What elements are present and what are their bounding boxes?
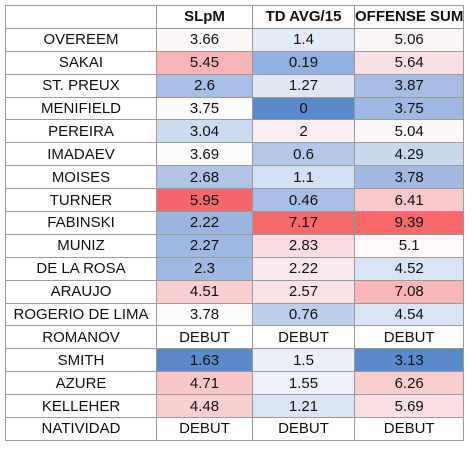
table-row: IMADAEV 3.69 0.6 4.29 — [5, 142, 465, 167]
offense-sum-cell: 9.39 — [353, 211, 465, 235]
slpm-cell: 4.48 — [156, 394, 253, 419]
slpm-cell: 2.3 — [156, 256, 253, 281]
fighter-name-cell: FABINSKI — [5, 211, 157, 235]
offense-sum-cell: 3.75 — [353, 96, 465, 121]
slpm-cell: DEBUT — [156, 417, 253, 441]
fighter-name-cell: SAKAI — [5, 50, 157, 75]
table-row: AZURE 4.71 1.55 6.26 — [5, 371, 465, 396]
table-row: NATIVIDAD DEBUT DEBUT DEBUT — [5, 417, 465, 441]
td-avg-cell: DEBUT — [252, 325, 355, 350]
table-row: ROMANOV DEBUT DEBUT DEBUT — [5, 325, 465, 350]
slpm-cell: 3.78 — [156, 302, 253, 327]
fighter-name-cell: AZURE — [5, 371, 157, 396]
offense-sum-cell: 7.08 — [353, 279, 465, 304]
offense-sum-cell: 4.29 — [353, 142, 465, 167]
fighter-name-cell: ARAUJO — [5, 279, 157, 304]
slpm-cell: DEBUT — [156, 325, 253, 350]
td-avg-cell: 2.57 — [252, 279, 355, 304]
table-row: ARAUJO 4.51 2.57 7.08 — [5, 279, 465, 304]
fighter-name-cell: OVEREEM — [5, 27, 157, 52]
fighter-name-cell: ROGERIO DE LIMA — [5, 302, 157, 327]
offense-sum-cell: 3.78 — [353, 165, 465, 190]
offense-sum-cell: 5.1 — [353, 233, 465, 258]
slpm-cell: 3.69 — [156, 142, 253, 167]
td-avg-cell: 7.17 — [252, 211, 355, 235]
td-avg-cell: 2 — [252, 119, 355, 144]
table-row: DE LA ROSA 2.3 2.22 4.52 — [5, 256, 465, 281]
table-row: TURNER 5.95 0.46 6.41 — [5, 188, 465, 213]
offense-sum-cell: 3.87 — [353, 73, 465, 98]
slpm-cell: 2.27 — [156, 233, 253, 258]
td-avg-cell: 1.55 — [252, 371, 355, 396]
fighter-name-cell: NATIVIDAD — [5, 417, 157, 441]
slpm-cell: 4.71 — [156, 371, 253, 396]
offense-sum-cell: 5.64 — [353, 50, 465, 75]
header-slpm: SLpM — [156, 5, 253, 29]
slpm-cell: 1.63 — [156, 348, 253, 373]
td-avg-cell: 2.22 — [252, 256, 355, 281]
td-avg-cell: DEBUT — [252, 417, 355, 441]
offense-sum-cell: 6.41 — [353, 188, 465, 213]
table-row: SAKAI 5.45 0.19 5.64 — [5, 50, 465, 75]
fighter-name-cell: ROMANOV — [5, 325, 157, 350]
table-body: OVEREEM 3.66 1.4 5.06 SAKAI 5.45 0.19 5.64 ST. P… — [5, 27, 465, 441]
table-row: SMITH 1.63 1.5 3.13 — [5, 348, 465, 373]
slpm-cell: 2.6 — [156, 73, 253, 98]
td-avg-cell: 1.21 — [252, 394, 355, 419]
table-row: MOISES 2.68 1.1 3.78 — [5, 165, 465, 190]
fighter-name-cell: MOISES — [5, 165, 157, 190]
table-row: KELLEHER 4.48 1.21 5.69 — [5, 394, 465, 419]
table-row: MENIFIELD 3.75 0 3.75 — [5, 96, 465, 121]
table-row: MUNIZ 2.27 2.83 5.1 — [5, 233, 465, 258]
table-row: FABINSKI 2.22 7.17 9.39 — [5, 211, 465, 235]
slpm-cell: 5.95 — [156, 188, 253, 213]
fighter-name-cell: TURNER — [5, 188, 157, 213]
td-avg-cell: 0 — [252, 96, 355, 121]
td-avg-cell: 1.1 — [252, 165, 355, 190]
td-avg-cell: 0.46 — [252, 188, 355, 213]
fighter-name-cell: PEREIRA — [5, 119, 157, 144]
fighter-stats-table: SLpM TD AVG/15 OFFENSE SUM OVEREEM 3.66 1.… — [5, 5, 465, 441]
fighter-name-cell: IMADAEV — [5, 142, 157, 167]
offense-sum-cell: 3.13 — [353, 348, 465, 373]
table-row: PEREIRA 3.04 2 5.04 — [5, 119, 465, 144]
td-avg-cell: 2.83 — [252, 233, 355, 258]
td-avg-cell: 0.19 — [252, 50, 355, 75]
slpm-cell: 3.66 — [156, 27, 253, 52]
slpm-cell: 3.75 — [156, 96, 253, 121]
slpm-cell: 5.45 — [156, 50, 253, 75]
td-avg-cell: 0.76 — [252, 302, 355, 327]
offense-sum-cell: DEBUT — [353, 417, 465, 441]
td-avg-cell: 1.27 — [252, 73, 355, 98]
table-row: ST. PREUX 2.6 1.27 3.87 — [5, 73, 465, 98]
fighter-name-cell: KELLEHER — [5, 394, 157, 419]
offense-sum-cell: 5.69 — [353, 394, 465, 419]
offense-sum-cell: DEBUT — [353, 325, 465, 350]
fighter-name-cell: SMITH — [5, 348, 157, 373]
slpm-cell: 3.04 — [156, 119, 253, 144]
slpm-cell: 4.51 — [156, 279, 253, 304]
fighter-name-cell: ST. PREUX — [5, 73, 157, 98]
slpm-cell: 2.68 — [156, 165, 253, 190]
offense-sum-cell: 5.06 — [353, 27, 465, 52]
offense-sum-cell: 4.54 — [353, 302, 465, 327]
stats-table-container: SLpM TD AVG/15 OFFENSE SUM OVEREEM 3.66 1.… — [5, 5, 465, 441]
table-row: ROGERIO DE LIMA 3.78 0.76 4.54 — [5, 302, 465, 327]
slpm-cell: 2.22 — [156, 211, 253, 235]
table-row: OVEREEM 3.66 1.4 5.06 — [5, 27, 465, 52]
header-name-cell — [5, 5, 157, 29]
td-avg-cell: 1.4 — [252, 27, 355, 52]
fighter-name-cell: MUNIZ — [5, 233, 157, 258]
offense-sum-cell: 4.52 — [353, 256, 465, 281]
header-offense-sum: OFFENSE SUM — [353, 5, 465, 29]
fighter-name-cell: DE LA ROSA — [5, 256, 157, 281]
td-avg-cell: 0.6 — [252, 142, 355, 167]
header-td-avg: TD AVG/15 — [252, 5, 355, 29]
td-avg-cell: 1.5 — [252, 348, 355, 373]
offense-sum-cell: 6.26 — [353, 371, 465, 396]
fighter-name-cell: MENIFIELD — [5, 96, 157, 121]
offense-sum-cell: 5.04 — [353, 119, 465, 144]
header-row: SLpM TD AVG/15 OFFENSE SUM — [5, 5, 465, 29]
